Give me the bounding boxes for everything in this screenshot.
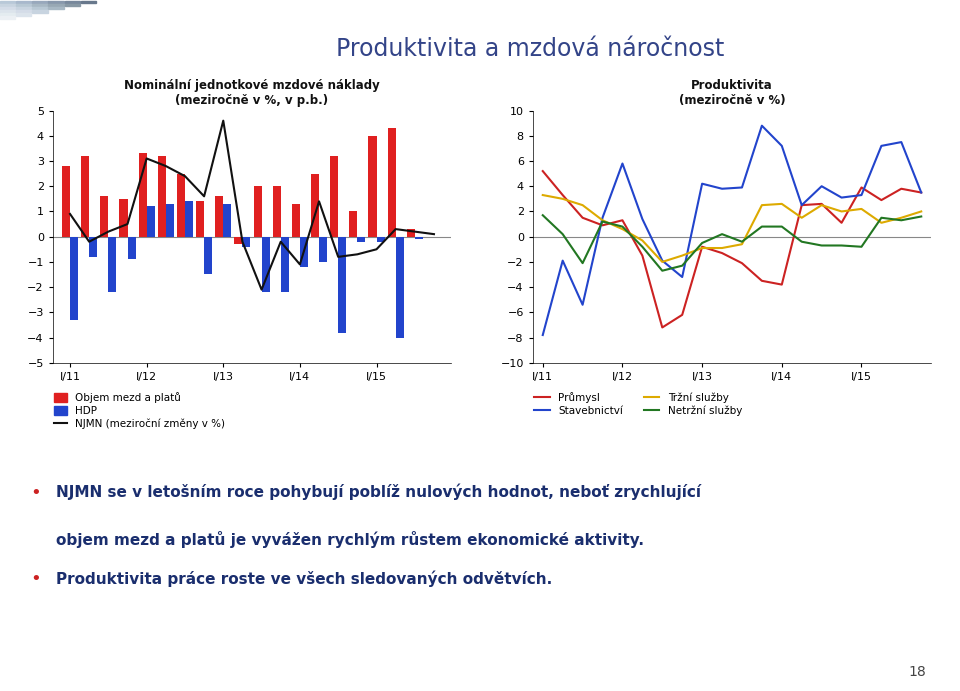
Bar bbox=[357, 236, 366, 242]
Bar bbox=[33, 1, 48, 3]
Bar bbox=[243, 236, 251, 247]
Text: objem mezd a platů je vyvážen rychlým růstem ekonomické aktivity.: objem mezd a platů je vyvážen rychlým rů… bbox=[56, 531, 643, 548]
Bar bbox=[33, 7, 48, 10]
Legend: Objem mezd a platů, HDP, NJMN (meziroční změny v %): Objem mezd a platů, HDP, NJMN (meziroční… bbox=[50, 388, 229, 433]
Text: NJMN se v letošním roce pohybují poblíž nulových hodnot, neboť zrychlující: NJMN se v letošním roce pohybují poblíž … bbox=[56, 484, 701, 500]
Bar bbox=[0, 17, 15, 19]
Bar bbox=[16, 13, 32, 16]
Bar bbox=[108, 236, 116, 292]
Bar bbox=[62, 166, 70, 236]
Bar bbox=[138, 153, 147, 236]
Bar bbox=[177, 173, 185, 236]
Bar bbox=[261, 236, 270, 292]
Bar bbox=[407, 229, 415, 236]
Bar bbox=[0, 13, 15, 16]
Bar bbox=[64, 3, 80, 6]
Legend: Průmysl, Stavebnictví, Tržní služby, Netržní služby: Průmysl, Stavebnictví, Tržní služby, Net… bbox=[530, 388, 746, 421]
Bar bbox=[166, 204, 174, 236]
Bar bbox=[128, 236, 135, 259]
Bar bbox=[273, 187, 280, 236]
Bar bbox=[0, 10, 15, 12]
Bar bbox=[280, 236, 289, 292]
Bar bbox=[48, 3, 63, 6]
Bar bbox=[81, 1, 96, 3]
Title: Nominální jednotkové mzdové náklady
(meziročně v %, v p.b.): Nominální jednotkové mzdové náklady (mez… bbox=[124, 79, 380, 106]
Bar bbox=[396, 236, 404, 338]
Text: •: • bbox=[31, 570, 41, 588]
Bar bbox=[415, 236, 422, 239]
Bar bbox=[185, 201, 193, 236]
Bar bbox=[157, 156, 166, 236]
Bar bbox=[33, 10, 48, 12]
Bar bbox=[196, 201, 204, 236]
Text: Produktivita a mzdová náročnost: Produktivita a mzdová náročnost bbox=[336, 37, 725, 61]
Bar bbox=[253, 187, 261, 236]
Bar bbox=[33, 3, 48, 6]
Bar bbox=[16, 3, 32, 6]
Bar bbox=[89, 236, 97, 257]
Text: •: • bbox=[31, 484, 41, 502]
Bar bbox=[215, 196, 224, 236]
Text: Produktivita práce roste ve všech sledovaných odvětvích.: Produktivita práce roste ve všech sledov… bbox=[56, 570, 552, 587]
Bar bbox=[369, 136, 376, 236]
Bar bbox=[0, 3, 15, 6]
Bar bbox=[16, 10, 32, 12]
Text: 18: 18 bbox=[909, 665, 926, 679]
Bar bbox=[311, 173, 319, 236]
Bar bbox=[234, 236, 243, 244]
Bar bbox=[204, 236, 212, 274]
Bar bbox=[16, 1, 32, 3]
Bar bbox=[119, 199, 128, 236]
Bar bbox=[330, 156, 338, 236]
Bar bbox=[64, 1, 80, 3]
Bar bbox=[292, 204, 300, 236]
Bar bbox=[388, 129, 396, 236]
Bar bbox=[100, 196, 108, 236]
Bar bbox=[300, 236, 308, 267]
Bar bbox=[376, 236, 385, 242]
Bar bbox=[349, 211, 357, 236]
Bar bbox=[16, 7, 32, 10]
Bar bbox=[0, 1, 15, 3]
Bar bbox=[319, 236, 327, 262]
Bar bbox=[48, 7, 63, 10]
Bar bbox=[70, 236, 78, 320]
Bar bbox=[147, 207, 155, 236]
Bar bbox=[0, 7, 15, 10]
Bar bbox=[82, 156, 89, 236]
Bar bbox=[48, 1, 63, 3]
Bar bbox=[224, 204, 231, 236]
Title: Produktivita
(meziročně v %): Produktivita (meziročně v %) bbox=[679, 79, 785, 106]
Bar bbox=[338, 236, 347, 332]
